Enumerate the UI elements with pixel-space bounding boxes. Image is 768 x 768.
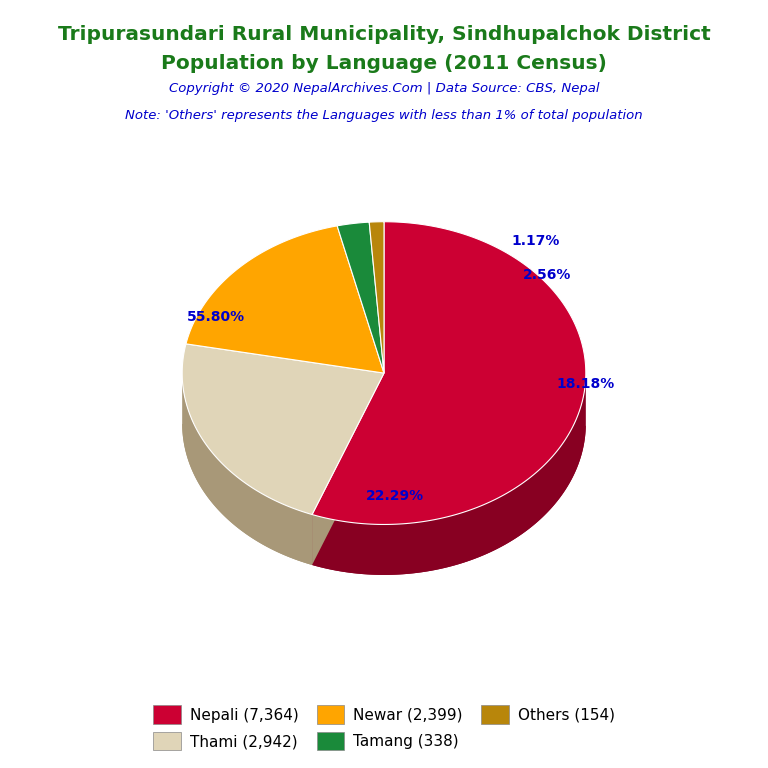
Text: Tripurasundari Rural Municipality, Sindhupalchok District: Tripurasundari Rural Municipality, Sindh… [58,25,710,44]
Text: Note: 'Others' represents the Languages with less than 1% of total population: Note: 'Others' represents the Languages … [125,109,643,122]
Polygon shape [312,424,586,575]
Text: 2.56%: 2.56% [522,268,571,282]
Text: Population by Language (2011 Census): Population by Language (2011 Census) [161,54,607,73]
Polygon shape [312,373,586,575]
Polygon shape [337,222,384,373]
Polygon shape [182,373,312,565]
Polygon shape [182,344,384,515]
Text: Copyright © 2020 NepalArchives.Com | Data Source: CBS, Nepal: Copyright © 2020 NepalArchives.Com | Dat… [169,82,599,95]
Polygon shape [312,222,586,525]
Text: 22.29%: 22.29% [366,489,424,504]
Polygon shape [369,222,384,373]
Text: 1.17%: 1.17% [511,234,560,248]
Polygon shape [312,373,384,565]
Legend: Nepali (7,364), Thami (2,942), Newar (2,399), Tamang (338), Others (154): Nepali (7,364), Thami (2,942), Newar (2,… [147,700,621,756]
Polygon shape [312,373,384,565]
Polygon shape [186,226,384,373]
Text: 55.80%: 55.80% [187,310,245,324]
Text: 18.18%: 18.18% [557,377,615,392]
Polygon shape [182,424,384,565]
